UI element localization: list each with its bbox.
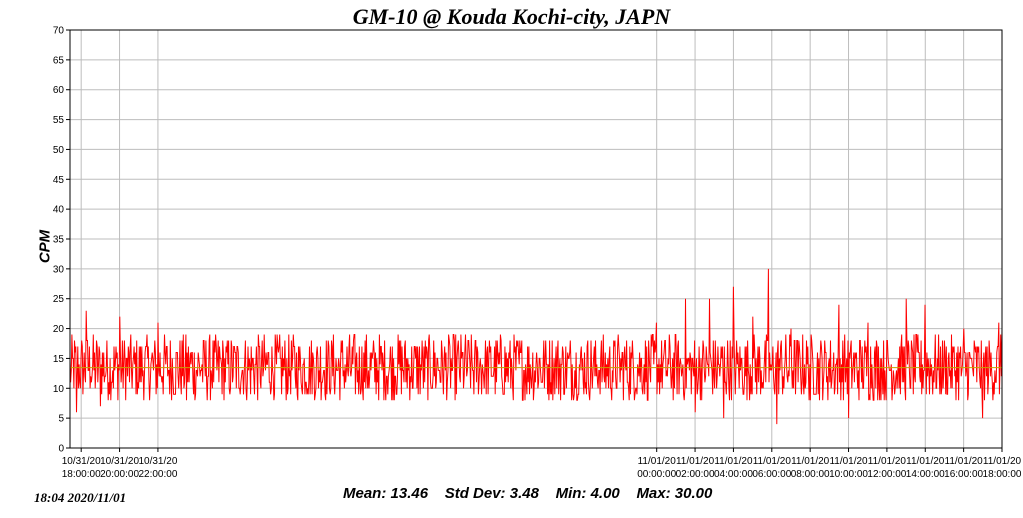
y-tick-label: 70 — [53, 26, 65, 37]
y-tick-label: 15 — [53, 354, 65, 365]
x-tick-date: 10/31/20 — [100, 456, 139, 467]
y-tick-label: 35 — [53, 235, 65, 246]
y-tick-label: 60 — [53, 85, 65, 96]
x-tick-time: 10:00:00 — [829, 469, 868, 480]
x-tick-date: 11/01/20 — [868, 456, 907, 467]
x-tick-time: 18:00:00 — [62, 469, 101, 480]
y-tick-label: 30 — [53, 264, 65, 275]
y-tick-label: 65 — [53, 55, 65, 66]
x-tick-time: 12:00:00 — [867, 469, 906, 480]
y-tick-label: 40 — [53, 205, 65, 216]
x-tick-date: 11/01/20 — [945, 456, 984, 467]
x-tick-date: 11/01/20 — [906, 456, 945, 467]
y-tick-label: 5 — [58, 414, 64, 425]
x-tick-time: 06:00:00 — [752, 469, 791, 480]
x-tick-date: 11/01/20 — [638, 456, 677, 467]
x-tick-date: 11/01/20 — [829, 456, 868, 467]
y-tick-label: 25 — [53, 294, 65, 305]
y-tick-label: 50 — [53, 145, 65, 156]
x-axis-ticks: 10/31/20 18:00:00 10/31/20 20:00:00 10/31/20… — [62, 448, 1022, 480]
x-tick-time: 16:00:00 — [944, 469, 983, 480]
series-layer — [69, 268, 1003, 425]
y-tick-label: 55 — [53, 115, 65, 126]
x-tick-time: 08:00:00 — [791, 469, 830, 480]
x-tick-date: 10/31/20 — [138, 456, 177, 467]
statistics-summary: Mean: 13.46 Std Dev: 3.48 Min: 4.00 Max:… — [343, 485, 713, 502]
x-tick-date: 11/01/20 — [753, 456, 792, 467]
x-tick-time: 22:00:00 — [138, 469, 177, 480]
x-tick-time: 18:00:00 — [983, 469, 1022, 480]
cpm-series-line — [69, 268, 1003, 425]
chart-title: GM-10 @ Kouda Kochi-city, JAPN — [352, 4, 671, 29]
x-tick-time: 14:00:00 — [906, 469, 945, 480]
x-tick-time: 20:00:00 — [100, 469, 139, 480]
y-tick-label: 45 — [53, 175, 65, 186]
x-tick-date: 11/01/20 — [714, 456, 753, 467]
x-tick-date: 11/01/20 — [676, 456, 715, 467]
x-tick-time: 02:00:00 — [676, 469, 715, 480]
x-tick-time: 00:00:00 — [637, 469, 676, 480]
plot-frame — [69, 29, 1003, 449]
y-tick-label: 0 — [58, 444, 64, 455]
y-tick-label: 20 — [53, 324, 65, 335]
x-tick-date: 11/01/20 — [791, 456, 830, 467]
timestamp: 18:04 2020/11/01 — [34, 490, 127, 505]
x-tick-date: 10/31/20 — [62, 456, 101, 467]
x-tick-date: 11/01/20 — [983, 456, 1022, 467]
y-axis-ticks: 0 5 10 15 20 25 30 35 40 45 50 55 60 65 70 — [53, 26, 70, 455]
y-tick-label: 10 — [53, 384, 65, 395]
x-tick-time: 04:00:00 — [714, 469, 753, 480]
